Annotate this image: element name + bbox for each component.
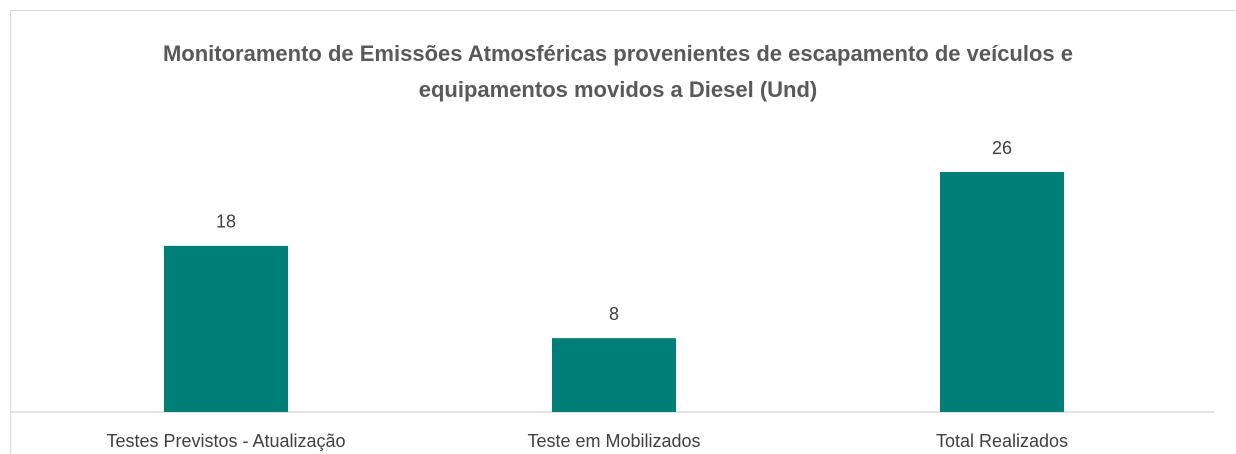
data-label: 26 bbox=[992, 138, 1012, 158]
data-label: 8 bbox=[609, 304, 619, 324]
x-tick-label: Teste em Mobilizados bbox=[527, 431, 700, 451]
chart-title: Monitoramento de Emissões Atmosféricas p… bbox=[162, 41, 1074, 102]
data-label: 18 bbox=[216, 212, 236, 232]
x-tick-label: Testes Previstos - Atualização bbox=[106, 431, 345, 451]
bar bbox=[552, 338, 676, 412]
bar bbox=[940, 172, 1064, 412]
x-tick-label: Total Realizados bbox=[936, 431, 1068, 451]
bar bbox=[164, 245, 288, 412]
chart-frame bbox=[10, 10, 1236, 454]
